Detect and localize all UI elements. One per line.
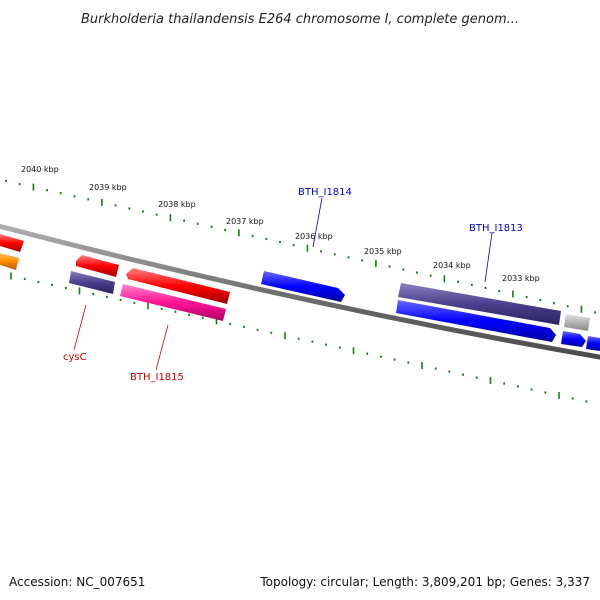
gene-arrow-gray-right[interactable] — [564, 314, 590, 331]
genome-summary-text: Topology: circular; Length: 3,809,201 bp… — [259, 575, 590, 589]
gene-arrow-blue-long[interactable] — [396, 300, 556, 342]
ruler-label-2035: 2035 kbp — [364, 247, 402, 256]
gene-label-BTH_I1815[interactable]: BTH_I1815 — [130, 372, 184, 383]
ruler-label-2037: 2037 kbp — [226, 217, 264, 226]
feature-track-inner — [69, 271, 600, 351]
label-leader-BTH_I1815 — [155, 324, 169, 371]
feature-track-outer — [0, 234, 590, 331]
gene-arrow-cysC[interactable] — [69, 271, 115, 294]
accession-text: Accession: NC_007651 — [9, 575, 145, 589]
gene-arrow-red-small[interactable] — [76, 255, 119, 277]
ruler-label-2038: 2038 kbp — [158, 200, 196, 209]
inner-ruler — [10, 272, 588, 403]
outer-ruler — [5, 179, 596, 314]
gene-label-BTH_I1814[interactable]: BTH_I1814 — [298, 187, 352, 198]
gene-arrow-BTH_I1814[interactable] — [261, 271, 345, 302]
ruler-label-2039: 2039 kbp — [89, 183, 127, 192]
label-leader-cysC — [73, 304, 87, 351]
gene-arrow-BTH_I1815[interactable] — [120, 284, 226, 321]
ruler-label-2034: 2034 kbp — [433, 261, 471, 270]
ruler-label-2040: 2040 kbp — [21, 165, 59, 174]
gene-arrow-blue-short[interactable] — [561, 331, 586, 347]
map-title: Burkholderia thailandensis E264 chromoso… — [81, 12, 519, 27]
ruler-label-2033: 2033 kbp — [502, 274, 540, 283]
gene-label-cysC[interactable]: cysC — [63, 352, 87, 363]
gene-arrow-BTH_I1813[interactable] — [398, 283, 561, 325]
label-leader-BTH_I1814 — [312, 197, 323, 248]
label-leader-BTH_I1813 — [484, 232, 493, 283]
gene-arrow-red-large[interactable] — [126, 268, 230, 304]
gene-arrow-red-left-edge[interactable] — [0, 234, 24, 252]
gene-arrow-blue-edge[interactable] — [586, 336, 600, 351]
ruler-label-2036: 2036 kbp — [295, 232, 333, 241]
chromosome-backbone — [0, 223, 600, 360]
gene-label-BTH_I1813[interactable]: BTH_I1813 — [469, 223, 523, 234]
gene-arrow-orange-left-edge[interactable] — [0, 253, 19, 270]
